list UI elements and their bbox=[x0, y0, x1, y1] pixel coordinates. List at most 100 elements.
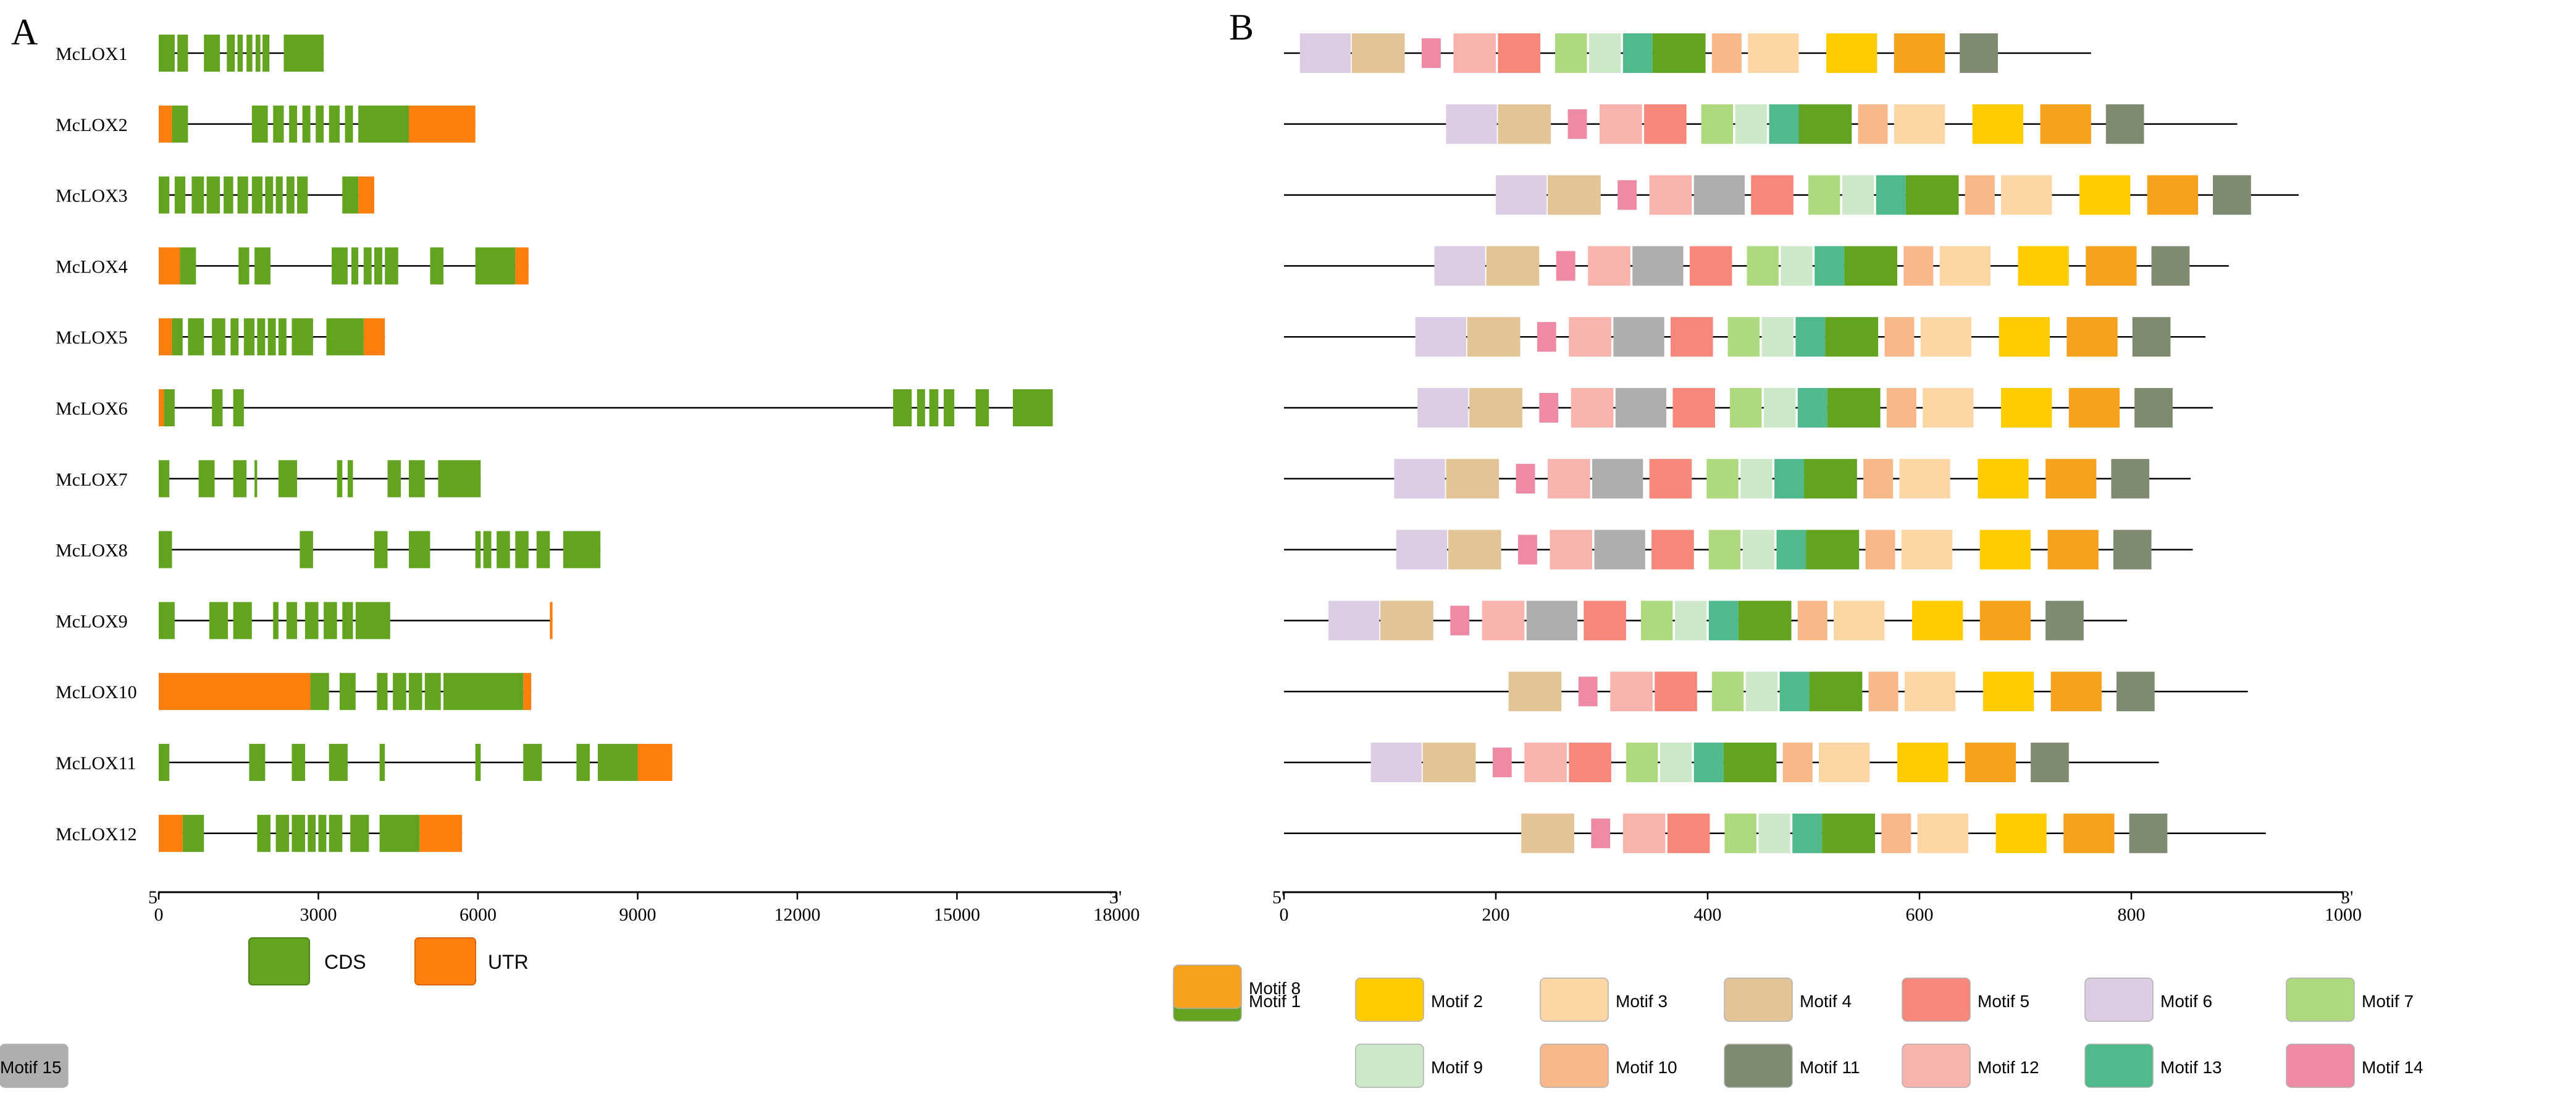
cds-block bbox=[275, 814, 290, 852]
legend-label: Motif 8 bbox=[1249, 979, 1301, 998]
cds-block bbox=[355, 602, 390, 639]
motif-1-box bbox=[1844, 246, 1897, 286]
cds-block bbox=[206, 176, 220, 214]
motif-1-box bbox=[1827, 388, 1881, 428]
motif-6-box bbox=[1417, 388, 1469, 428]
cds-block bbox=[227, 35, 235, 72]
legend-cds-swatch bbox=[248, 937, 310, 985]
motif-7-box bbox=[1711, 672, 1744, 712]
panel-a-three-prime: 3' bbox=[1109, 887, 1122, 908]
cds-block bbox=[475, 531, 481, 568]
cds-block bbox=[182, 814, 204, 852]
cds-block bbox=[238, 247, 250, 285]
motif-2-box bbox=[1972, 104, 2024, 144]
panel-a-tick-label: 9000 bbox=[619, 905, 657, 925]
motif-11-box bbox=[2129, 813, 2168, 853]
motif-13-box bbox=[1774, 458, 1805, 499]
motif-12-box bbox=[1571, 388, 1614, 428]
protein-row-mclox3 bbox=[1284, 175, 2299, 215]
legend-swatch bbox=[1355, 977, 1424, 1022]
motif-6-box bbox=[1496, 175, 1547, 215]
panel-b-axis: 5' 3' 0 200 400 600 800 1000 bbox=[1272, 887, 2362, 925]
panel-a-tick-label: 6000 bbox=[459, 905, 497, 925]
gene-label: McLOX4 bbox=[56, 256, 128, 277]
legend-label: Motif 15 bbox=[0, 1058, 62, 1077]
motif-15-box bbox=[1613, 317, 1664, 357]
cds-block bbox=[254, 247, 271, 285]
motif-3-box bbox=[1834, 601, 1885, 641]
legend-cds-label: CDS bbox=[324, 951, 366, 973]
gene-label: McLOX1 bbox=[56, 44, 128, 64]
legend-label: Motif 6 bbox=[2160, 992, 2212, 1011]
motif-8-box bbox=[2045, 458, 2097, 499]
cds-block bbox=[191, 176, 204, 214]
motif-2-box bbox=[2001, 388, 2052, 428]
legend-label: Motif 13 bbox=[2160, 1058, 2222, 1077]
utr-block bbox=[358, 176, 374, 214]
motif-14-box bbox=[1421, 38, 1441, 68]
protein-row-mclox10 bbox=[1284, 672, 2248, 712]
motif-4-box bbox=[1422, 743, 1476, 782]
motif-3-box bbox=[1899, 458, 1950, 499]
cds-block bbox=[408, 460, 425, 497]
cds-block bbox=[339, 673, 356, 711]
motif-14-box bbox=[1450, 605, 1470, 636]
motif-2-box bbox=[1826, 33, 1877, 73]
motif-4-box bbox=[1548, 175, 1601, 215]
legend-label: Motif 12 bbox=[1978, 1058, 2039, 1077]
cds-block bbox=[209, 602, 229, 639]
protein-row-mclox7 bbox=[1284, 458, 2191, 499]
motif-9-box bbox=[1745, 672, 1778, 712]
cds-block bbox=[374, 247, 382, 285]
cds-block bbox=[159, 35, 175, 72]
protein-row-mclox6 bbox=[1284, 388, 2213, 428]
cds-block bbox=[379, 814, 420, 852]
protein-row-mclox5 bbox=[1284, 317, 2206, 357]
motif-5-box bbox=[1651, 529, 1694, 570]
cds-block bbox=[302, 105, 311, 143]
motif-7-box bbox=[1555, 33, 1587, 73]
panel-a-five-prime: 5' bbox=[148, 887, 161, 908]
motif-7-box bbox=[1730, 388, 1762, 428]
gene-row-mclox4: McLOX4 bbox=[56, 247, 529, 285]
cds-block bbox=[430, 247, 443, 285]
motif-1-box bbox=[1723, 743, 1777, 782]
cds-block bbox=[475, 247, 516, 285]
legend-label: Motif 7 bbox=[2362, 992, 2414, 1011]
motif-4-box bbox=[1448, 529, 1501, 570]
cds-block bbox=[377, 673, 388, 711]
cds-block bbox=[237, 176, 248, 214]
motif-4-box bbox=[1508, 672, 1562, 712]
cds-block bbox=[233, 602, 252, 639]
cds-block bbox=[255, 35, 261, 72]
cds-block bbox=[188, 318, 204, 356]
cds-block bbox=[262, 35, 270, 72]
motif-9-box bbox=[1742, 529, 1775, 570]
motif-13-box bbox=[1876, 175, 1906, 215]
gene-label: McLOX9 bbox=[56, 611, 128, 631]
motif-13-box bbox=[1792, 813, 1823, 853]
motif-15-box bbox=[1693, 175, 1745, 215]
cds-block bbox=[237, 35, 243, 72]
motif-3-box bbox=[1923, 388, 1974, 428]
motif-10-box bbox=[1868, 672, 1898, 712]
motif-10-box bbox=[1782, 743, 1813, 782]
cds-block bbox=[363, 247, 372, 285]
cds-block bbox=[180, 247, 196, 285]
motif-6-box bbox=[1415, 317, 1466, 357]
motif-8-box bbox=[2086, 246, 2137, 286]
legend-motif-5: Motif 5 bbox=[1902, 977, 2029, 1022]
panel-b-tick-label: 1000 bbox=[2325, 905, 2362, 925]
cds-block bbox=[475, 744, 481, 781]
legend-swatch bbox=[2286, 1044, 2355, 1088]
panel-a-axis: 5' 3' 0 3000 6000 9000 12000 15000 18000 bbox=[148, 887, 1140, 925]
motif-6-box bbox=[1446, 104, 1497, 144]
cds-block bbox=[497, 531, 510, 568]
motif-14-box bbox=[1567, 109, 1587, 139]
motif-7-box bbox=[1708, 529, 1741, 570]
legend-motif-13: Motif 13 bbox=[2084, 1044, 2222, 1088]
motif-12-box bbox=[1588, 246, 1630, 286]
motif-7-box bbox=[1626, 743, 1658, 782]
legend-motif-7: Motif 7 bbox=[2286, 977, 2414, 1022]
